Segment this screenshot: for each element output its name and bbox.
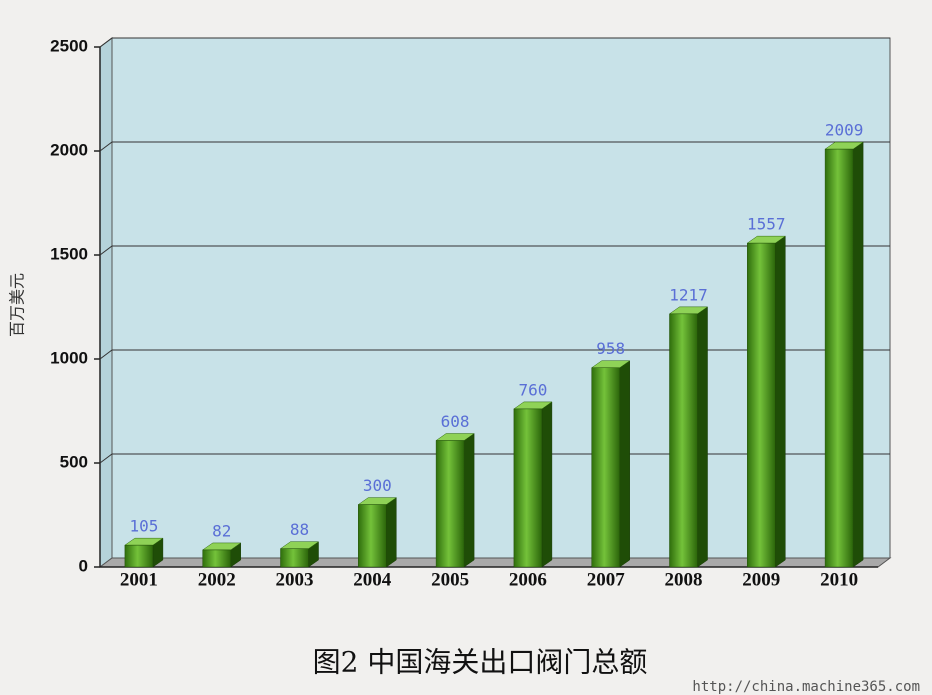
bar [669, 313, 698, 568]
grid-line [99, 245, 890, 256]
y-tick-label: 500 [60, 452, 88, 471]
bar-side [775, 235, 786, 568]
x-tick-label: 2008 [665, 569, 703, 590]
value-label: 608 [441, 412, 470, 431]
value-label: 1557 [747, 215, 786, 234]
x-tick-label: 2001 [120, 569, 158, 590]
bar-side [386, 497, 397, 568]
x-tick-label: 2004 [353, 569, 392, 590]
bar [435, 440, 465, 568]
x-tick-label: 2005 [431, 569, 469, 590]
bar-side [619, 360, 630, 568]
side-wall [99, 37, 113, 568]
value-label: 2009 [825, 121, 864, 140]
bar-side [697, 306, 708, 568]
grid-line [99, 37, 890, 48]
bar [202, 549, 231, 568]
x-tick-label: 2007 [587, 569, 626, 590]
y-tick-label: 0 [79, 556, 88, 575]
value-label: 760 [518, 380, 547, 399]
y-tick-label: 1000 [50, 348, 88, 367]
value-label: 105 [129, 517, 158, 536]
grid-line [99, 349, 890, 360]
bar [824, 148, 854, 568]
bar-side [463, 433, 475, 568]
y-tick-label: 2500 [50, 36, 88, 55]
bar-side [541, 401, 553, 568]
x-tick-label: 2009 [742, 569, 780, 590]
value-label: 1217 [669, 285, 708, 304]
y-tick-label: 2000 [50, 140, 88, 159]
x-tick-label: 2003 [276, 569, 314, 590]
value-label: 300 [363, 476, 392, 495]
bar [513, 408, 543, 568]
chart-title: 图2 中国海关出口阀门总额 [313, 646, 648, 679]
bar-side [852, 141, 864, 568]
grid-line [99, 453, 890, 464]
bar [358, 504, 387, 568]
watermark: http://china.machine365.com [692, 679, 920, 695]
value-label: 82 [212, 521, 231, 540]
y-axis-label: 百万美元 [8, 273, 27, 337]
y-tick-label: 1500 [50, 244, 88, 263]
value-label: 88 [290, 520, 309, 539]
x-tick-label: 2006 [509, 569, 547, 590]
bar [280, 548, 309, 568]
value-label: 958 [596, 339, 625, 358]
bar [124, 544, 154, 568]
bar [591, 367, 620, 568]
x-tick-label: 2002 [198, 569, 236, 590]
bar [747, 242, 776, 568]
grid-line [99, 141, 890, 152]
x-tick-label: 2010 [820, 569, 858, 590]
